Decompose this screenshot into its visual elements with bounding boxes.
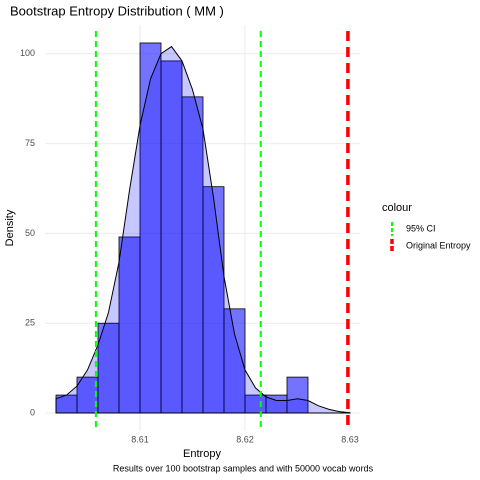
- legend-label: Original Entropy: [406, 240, 471, 250]
- x-tick-label: 8.61: [131, 434, 149, 444]
- y-tick-label: 100: [20, 48, 35, 58]
- chart-title: Bootstrap Entropy Distribution ( MM ): [10, 3, 224, 18]
- x-tick-label: 8.63: [341, 434, 359, 444]
- caption: Results over 100 bootstrap samples and w…: [113, 463, 374, 473]
- legend-label: 95% CI: [406, 223, 436, 233]
- y-tick-label: 0: [30, 407, 35, 417]
- x-tick-label: 8.62: [236, 434, 254, 444]
- x-axis-label: Entropy: [183, 448, 221, 460]
- y-tick-label: 50: [25, 228, 35, 238]
- legend-title: colour: [382, 202, 412, 214]
- y-axis-label: Density: [4, 209, 16, 246]
- y-tick-label: 25: [25, 318, 35, 328]
- y-tick-label: 75: [25, 138, 35, 148]
- density-curve: [55, 45, 351, 414]
